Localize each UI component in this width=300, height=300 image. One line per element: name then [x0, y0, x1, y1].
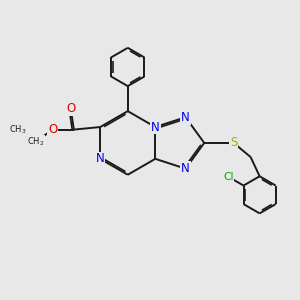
Text: S: S [230, 136, 237, 149]
Text: N: N [96, 152, 105, 165]
Text: N: N [151, 121, 160, 134]
Text: O: O [66, 102, 75, 115]
Text: O: O [48, 123, 57, 136]
Text: CH$_3$: CH$_3$ [9, 123, 27, 136]
Text: Cl: Cl [223, 172, 233, 182]
Text: CH$_2$: CH$_2$ [27, 136, 44, 148]
Text: N: N [181, 162, 190, 175]
Text: N: N [181, 111, 190, 124]
